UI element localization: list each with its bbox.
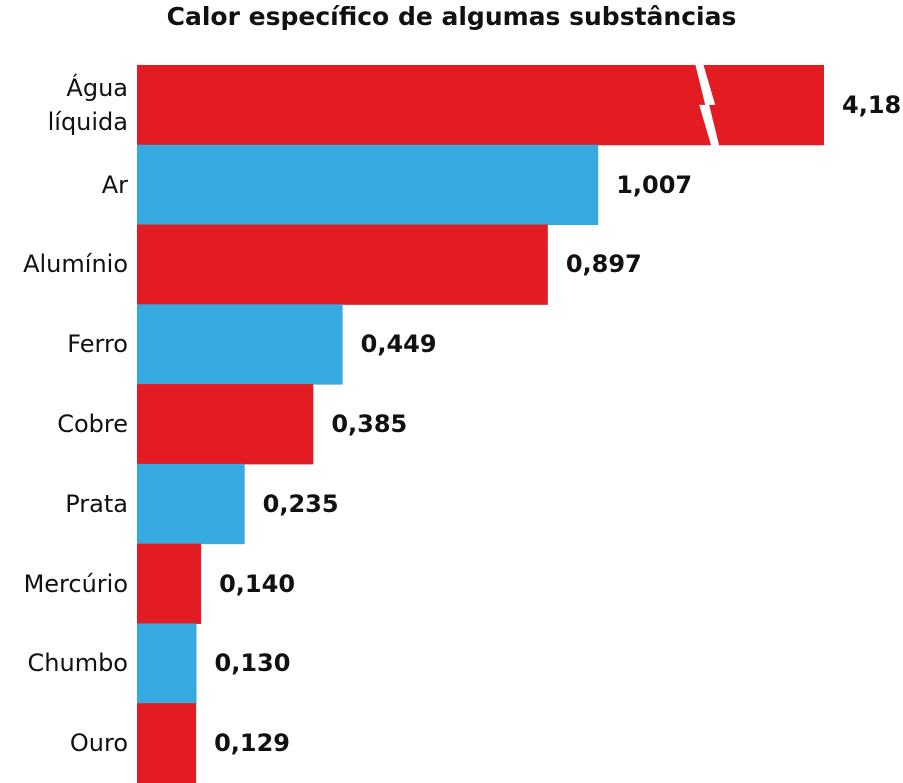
- bar: [137, 623, 197, 704]
- category-label: Alumínio: [23, 250, 128, 279]
- bar: [137, 543, 202, 624]
- value-label: 0,129: [214, 729, 290, 758]
- category-label: Chumbo: [27, 649, 128, 678]
- value-label: 0,140: [219, 569, 296, 598]
- axis-break: [695, 64, 720, 146]
- value-label: 0,130: [214, 649, 291, 678]
- category-label: Ouro: [69, 729, 128, 758]
- value-label: 0,449: [360, 330, 437, 359]
- value-label: 4,18: [842, 90, 902, 119]
- category-label: Prata: [65, 489, 128, 518]
- category-label: Ferro: [67, 330, 128, 359]
- category-label: Mercúrio: [23, 569, 128, 598]
- bar: [137, 384, 314, 465]
- value-label: 0,385: [331, 409, 408, 438]
- value-label: 1,007: [616, 170, 693, 199]
- value-label: 0,897: [565, 250, 642, 279]
- bar: [137, 65, 824, 146]
- value-label: 0,235: [262, 489, 339, 518]
- category-label: Cobre: [57, 409, 128, 438]
- bar: [137, 304, 343, 385]
- chart-title: Calor específico de algumas substâncias: [166, 2, 737, 31]
- category-label: Água líquida: [47, 73, 128, 136]
- bar: [137, 703, 197, 783]
- bar: [137, 463, 245, 545]
- category-label: Ar: [101, 170, 128, 199]
- bar: [137, 224, 548, 305]
- bar: [137, 144, 599, 226]
